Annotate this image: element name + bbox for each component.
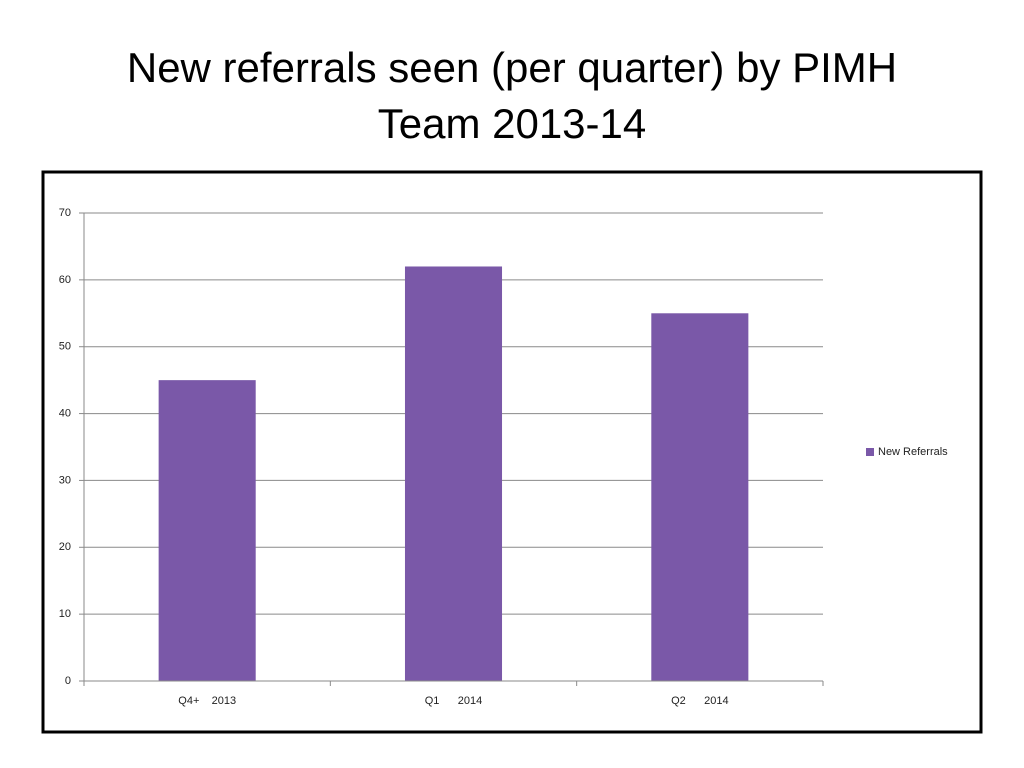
y-tick-label: 60: [59, 274, 71, 286]
y-tick-label: 0: [65, 675, 71, 687]
legend-swatch: [866, 448, 874, 456]
bar: [404, 266, 503, 681]
y-tick-label: 70: [59, 207, 71, 219]
y-tick-label: 50: [59, 341, 71, 353]
y-tick-label: 30: [59, 474, 71, 486]
x-tick-label: Q1 2014: [425, 695, 482, 707]
chart-title: New referrals seen (per quarter) by PIMH…: [126, 44, 898, 147]
bar: [158, 380, 256, 681]
y-tick-label: 10: [59, 608, 71, 620]
legend-label: New Referrals: [878, 446, 948, 458]
bar: [651, 313, 749, 681]
x-tick-label: Q4+ 2013: [178, 695, 236, 707]
y-tick-label: 40: [59, 407, 71, 419]
x-tick-label: Q2 2014: [671, 695, 728, 707]
y-tick-label: 20: [59, 541, 71, 553]
